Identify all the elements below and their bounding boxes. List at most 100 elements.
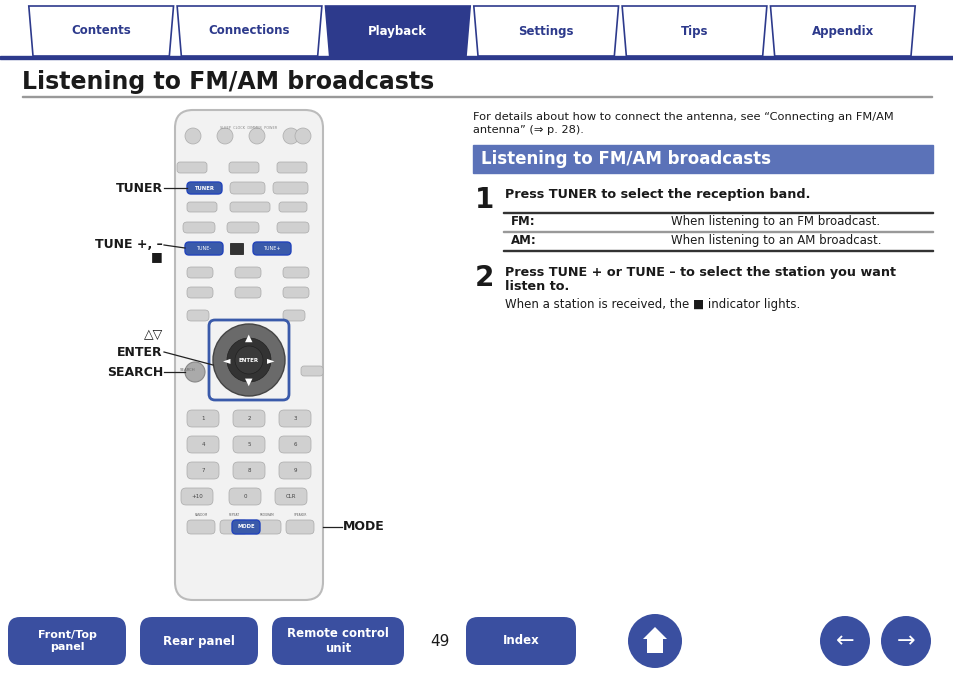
FancyBboxPatch shape: [187, 310, 209, 321]
Text: 49: 49: [430, 633, 449, 649]
Circle shape: [294, 128, 311, 144]
Text: Appendix: Appendix: [811, 24, 873, 38]
Text: ■: ■: [152, 250, 163, 264]
FancyBboxPatch shape: [283, 310, 305, 321]
Text: Press TUNE + or TUNE – to select the station you want: Press TUNE + or TUNE – to select the sta…: [504, 266, 895, 279]
Bar: [473, 145, 932, 173]
FancyBboxPatch shape: [229, 488, 261, 505]
Text: 1: 1: [201, 416, 205, 421]
FancyBboxPatch shape: [187, 267, 213, 278]
FancyBboxPatch shape: [276, 162, 307, 173]
FancyBboxPatch shape: [187, 287, 213, 298]
FancyBboxPatch shape: [273, 182, 308, 194]
Text: Index: Index: [502, 635, 538, 647]
FancyBboxPatch shape: [232, 520, 260, 534]
FancyBboxPatch shape: [140, 617, 257, 665]
FancyBboxPatch shape: [234, 267, 261, 278]
Circle shape: [249, 128, 265, 144]
FancyBboxPatch shape: [185, 242, 223, 255]
Text: TUNE-: TUNE-: [196, 246, 212, 251]
FancyBboxPatch shape: [181, 488, 213, 505]
Polygon shape: [642, 627, 666, 653]
Text: 2: 2: [475, 264, 494, 292]
Circle shape: [234, 346, 263, 374]
Text: TUNER: TUNER: [115, 182, 163, 194]
FancyBboxPatch shape: [278, 410, 311, 427]
Text: Rear panel: Rear panel: [163, 635, 234, 647]
Circle shape: [227, 338, 271, 382]
Text: ←: ←: [835, 631, 854, 651]
Text: SLEEP  CLOCK  DIMMER  POWER: SLEEP CLOCK DIMMER POWER: [220, 126, 277, 130]
Text: TUNER: TUNER: [194, 186, 214, 190]
FancyBboxPatch shape: [187, 520, 214, 534]
Text: AM:: AM:: [511, 234, 537, 247]
FancyBboxPatch shape: [227, 222, 258, 233]
Polygon shape: [325, 6, 470, 56]
Polygon shape: [177, 6, 321, 56]
Circle shape: [627, 614, 681, 668]
FancyBboxPatch shape: [253, 242, 291, 255]
FancyBboxPatch shape: [220, 520, 248, 534]
Circle shape: [820, 616, 869, 666]
Text: ▼: ▼: [245, 377, 253, 387]
Circle shape: [185, 362, 205, 382]
FancyBboxPatch shape: [278, 202, 307, 212]
Text: antenna” (⇒ p. 28).: antenna” (⇒ p. 28).: [473, 125, 583, 135]
Text: PROGRAM: PROGRAM: [259, 513, 274, 517]
Text: When listening to an AM broadcast.: When listening to an AM broadcast.: [670, 234, 881, 247]
FancyBboxPatch shape: [274, 488, 307, 505]
Polygon shape: [621, 6, 766, 56]
Text: TUNE+: TUNE+: [263, 246, 280, 251]
Text: TUNE +, –: TUNE +, –: [95, 238, 163, 252]
Bar: [22, 96, 931, 97]
FancyBboxPatch shape: [253, 520, 281, 534]
Polygon shape: [474, 6, 618, 56]
Text: ◄: ◄: [223, 355, 231, 365]
FancyBboxPatch shape: [301, 366, 323, 376]
Bar: [502, 250, 932, 251]
FancyBboxPatch shape: [8, 617, 126, 665]
FancyBboxPatch shape: [465, 617, 576, 665]
Text: listen to.: listen to.: [504, 280, 569, 293]
Circle shape: [185, 128, 201, 144]
FancyBboxPatch shape: [276, 222, 309, 233]
FancyBboxPatch shape: [187, 462, 219, 479]
Text: SEARCH: SEARCH: [107, 365, 163, 378]
Text: ENTER: ENTER: [238, 357, 259, 363]
Circle shape: [880, 616, 930, 666]
FancyBboxPatch shape: [233, 462, 265, 479]
Text: 3: 3: [293, 416, 296, 421]
Text: ENTER: ENTER: [117, 345, 163, 359]
FancyBboxPatch shape: [183, 222, 214, 233]
Text: For details about how to connect the antenna, see “Connecting an FM/AM: For details about how to connect the ant…: [473, 112, 893, 122]
Text: Tips: Tips: [680, 24, 707, 38]
Text: 6: 6: [293, 442, 296, 447]
Text: SEARCH: SEARCH: [180, 368, 195, 372]
Text: Contents: Contents: [71, 24, 131, 38]
Text: REPEAT: REPEAT: [229, 513, 239, 517]
Circle shape: [283, 128, 298, 144]
Text: CLR: CLR: [286, 494, 296, 499]
Text: 7: 7: [201, 468, 205, 473]
Text: △▽: △▽: [144, 328, 163, 341]
FancyBboxPatch shape: [233, 410, 265, 427]
FancyBboxPatch shape: [187, 182, 222, 194]
Bar: [502, 212, 932, 213]
FancyBboxPatch shape: [278, 436, 311, 453]
Text: 8: 8: [247, 468, 251, 473]
FancyBboxPatch shape: [230, 182, 265, 194]
Text: SPEAKER: SPEAKER: [293, 513, 306, 517]
FancyBboxPatch shape: [187, 410, 219, 427]
Text: MODE: MODE: [343, 520, 384, 534]
Text: Playback: Playback: [368, 24, 427, 38]
Text: 1: 1: [475, 186, 494, 214]
FancyBboxPatch shape: [230, 202, 270, 212]
Text: 2: 2: [247, 416, 251, 421]
Circle shape: [216, 128, 233, 144]
Text: 9: 9: [293, 468, 296, 473]
Text: 4: 4: [201, 442, 205, 447]
Text: +10: +10: [191, 494, 203, 499]
FancyBboxPatch shape: [278, 462, 311, 479]
FancyBboxPatch shape: [177, 162, 207, 173]
Text: When listening to an FM broadcast.: When listening to an FM broadcast.: [670, 215, 880, 228]
